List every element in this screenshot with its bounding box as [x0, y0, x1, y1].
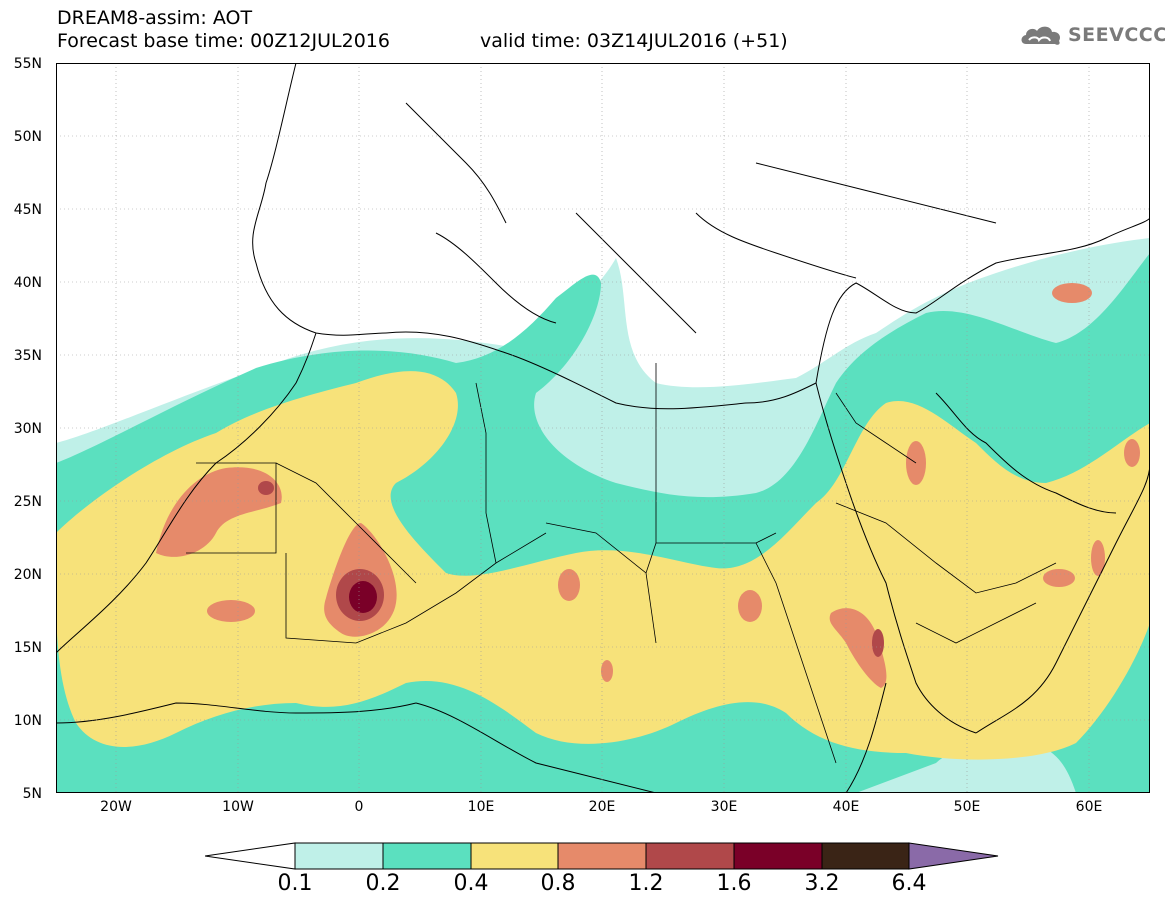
lat-tick-15n: 15N	[13, 640, 42, 656]
lat-tick-40n: 40N	[13, 275, 42, 291]
colorbar	[205, 842, 999, 870]
aot-patch-0.8-d	[558, 569, 580, 601]
colorbar-label-0.4: 0.4	[453, 871, 489, 896]
colorbar-label-0.2: 0.2	[365, 871, 401, 896]
seevccc-logo: SEEVCCC	[1018, 22, 1165, 48]
cloud-icon	[1021, 26, 1061, 45]
colorbar-arrow-right	[908, 842, 999, 870]
lat-tick-30n: 30N	[13, 421, 42, 437]
lon-tick-40e: 40E	[832, 799, 860, 815]
valid-time: valid time: 03Z14JUL2016 (+51)	[480, 30, 788, 52]
aot-patch-1.2-b	[258, 481, 274, 495]
lon-tick-60e: 60E	[1075, 799, 1103, 815]
aot-patch-1.2-c	[872, 629, 884, 657]
colorbar-seg-3.2	[821, 842, 910, 870]
aot-patch-0.8-l	[1052, 283, 1092, 303]
lat-tick-45n: 45N	[13, 202, 42, 218]
colorbar-seg-1.6	[733, 842, 823, 870]
lon-tick-20e: 20E	[588, 799, 616, 815]
aot-patch-0.8-i	[1043, 569, 1075, 587]
aot-patch-0.8-c	[207, 600, 255, 622]
lat-tick-5n: 5N	[22, 786, 42, 802]
lon-tick-0: 0	[354, 799, 364, 815]
colorbar-seg-0.2	[382, 842, 472, 870]
colorbar-seg-0.4	[470, 842, 559, 870]
lon-tick-10w: 10W	[222, 799, 254, 815]
lon-tick-30e: 30E	[710, 799, 738, 815]
colorbar-seg-0.8	[557, 842, 647, 870]
lon-tick-20w: 20W	[100, 799, 132, 815]
lat-tick-35n: 35N	[13, 348, 42, 364]
colorbar-label-1.2: 1.2	[628, 871, 664, 896]
colorbar-label-0.8: 0.8	[540, 871, 576, 896]
aot-patch-1.6-a	[349, 581, 377, 613]
country-borders	[186, 363, 1057, 764]
gridlines	[56, 63, 1150, 793]
logo-text: SEEVCCC	[1068, 24, 1165, 46]
lat-tick-50n: 50N	[13, 129, 42, 145]
colorbar-label-1.6: 1.6	[716, 871, 752, 896]
aot-map	[56, 63, 1150, 793]
aot-patch-0.8-j	[1091, 540, 1105, 576]
colorbar-arrow-left	[205, 842, 296, 870]
colorbar-label-3.2: 3.2	[804, 871, 840, 896]
lat-tick-20n: 20N	[13, 567, 42, 583]
aot-patch-0.8-a	[156, 467, 282, 557]
aot-patch-0.8-e	[738, 590, 762, 622]
aot-patch-0.8-g	[829, 608, 887, 688]
colorbar-label-0.1: 0.1	[277, 871, 313, 896]
aot-patch-0.8-f	[601, 660, 613, 682]
lat-tick-25n: 25N	[13, 494, 42, 510]
aot-patch-0.8-k	[1124, 439, 1140, 467]
lon-tick-50e: 50E	[953, 799, 981, 815]
forecast-base-time: Forecast base time: 00Z12JUL2016	[57, 30, 390, 52]
lat-tick-55n: 55N	[13, 56, 42, 72]
aot-map-svg	[56, 63, 1150, 793]
colorbar-seg-1.2	[645, 842, 735, 870]
colorbar-seg-0.1	[294, 842, 384, 870]
colorbar-label-6.4: 6.4	[891, 871, 927, 896]
coastlines	[56, 63, 1150, 793]
lon-tick-10e: 10E	[467, 799, 495, 815]
lat-tick-10n: 10N	[13, 713, 42, 729]
map-title: DREAM8-assim: AOT	[57, 7, 253, 29]
